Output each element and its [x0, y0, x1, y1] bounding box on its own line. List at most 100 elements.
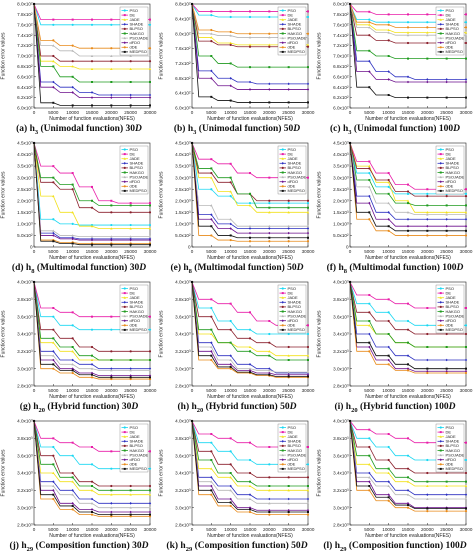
y-tick-label: 7.4x10² [17, 33, 33, 38]
data-point [406, 354, 410, 357]
y-axis-label: Function error values [159, 449, 165, 496]
legend-marker [281, 319, 284, 322]
data-point [306, 332, 310, 336]
legend: PSODEJADESHADEBLPSOHAKGOPSOJADEdFDOdDEME… [277, 6, 307, 56]
data-point [210, 167, 213, 170]
legend-marker [123, 9, 126, 12]
data-point [368, 324, 371, 327]
caption-function: h [187, 124, 194, 134]
legend-marker [281, 453, 284, 457]
data-point [407, 341, 409, 344]
data-point [52, 229, 55, 232]
data-point [368, 10, 371, 13]
data-point [71, 91, 74, 94]
legend-marker [281, 467, 284, 470]
legend-marker [439, 310, 442, 313]
data-point [426, 510, 429, 513]
legend-marker [123, 328, 126, 331]
legend-label: MEDPSO [130, 49, 147, 54]
data-point [110, 67, 113, 70]
data-point [229, 43, 232, 46]
legend-marker [123, 463, 126, 466]
y-tick-label: 3.6x10³ [175, 314, 191, 319]
legend-label: PSOJADE [446, 35, 465, 40]
data-point [71, 369, 74, 372]
data-point [306, 36, 310, 39]
data-point [248, 32, 252, 35]
data-point [426, 192, 429, 195]
y-tick-label: 6.4x10² [175, 91, 191, 96]
data-point [110, 227, 113, 230]
data-point [406, 489, 410, 492]
legend-label: PSO [446, 286, 454, 291]
y-tick-label: 7.2x10² [333, 43, 349, 48]
legend-label: PSOJADE [446, 313, 465, 318]
data-point [426, 33, 429, 37]
data-point [426, 371, 429, 375]
data-point [406, 369, 410, 372]
legend-marker [439, 319, 442, 322]
data-point [110, 467, 113, 470]
y-tick-label: 3.2x10³ [175, 349, 191, 354]
legend-label: dFDO [446, 318, 457, 323]
data-point [368, 26, 371, 29]
data-point [426, 78, 429, 81]
legend: PSODEJADESHADEBLPSOHAKGOPSOJADEdFDOdDEME… [277, 423, 307, 473]
data-point [387, 480, 390, 483]
data-point [90, 358, 94, 361]
legend-marker [439, 50, 442, 53]
data-point [406, 367, 410, 370]
x-tick-label: 30000 [460, 388, 473, 393]
data-point [71, 363, 74, 366]
data-point [307, 206, 309, 209]
data-point [91, 243, 93, 246]
data-point [287, 508, 290, 512]
y-tick-label: 2.5x10³ [17, 187, 33, 192]
data-point [90, 463, 94, 466]
data-point [368, 302, 371, 305]
data-point [387, 345, 390, 349]
data-point [191, 142, 193, 144]
legend-label: BLPSO [288, 443, 301, 448]
legend-label: HAKGO [130, 31, 144, 36]
data-point [90, 367, 94, 370]
data-point [149, 359, 151, 361]
x-tick-label: 15000 [244, 249, 257, 254]
data-point [407, 202, 409, 205]
data-point [210, 467, 213, 470]
data-point [307, 485, 309, 487]
legend-label: dDE [130, 184, 138, 189]
data-point [148, 93, 152, 97]
x-tick-label: 20000 [263, 388, 276, 393]
y-tick-label: 1.0x10³ [17, 221, 33, 226]
data-point [268, 354, 271, 357]
caption-type: (Multimodal function) 100 [347, 263, 457, 273]
data-point [464, 213, 468, 216]
data-point [71, 311, 74, 314]
x-tick-label: 0 [349, 249, 352, 254]
data-point [110, 484, 113, 488]
data-point [387, 39, 390, 42]
data-point [406, 454, 410, 457]
data-point [33, 3, 35, 5]
data-point [148, 54, 152, 57]
caption-letter: (i) [334, 402, 346, 412]
legend-label: dDE [130, 323, 138, 328]
x-tick-label: 0 [33, 388, 36, 393]
y-tick-label: 3.5x10³ [17, 164, 33, 169]
data-point [52, 18, 55, 21]
chart-c: 6.0x10² 6.2x10² 6.4x10² 6.6x10² 6.8x10² 7.0x1… [317, 2, 473, 122]
data-point [110, 506, 113, 509]
data-point [268, 224, 271, 228]
x-tick-label: 30000 [302, 527, 315, 532]
data-point [91, 485, 93, 487]
data-point [268, 369, 271, 372]
data-point [71, 183, 74, 186]
data-point [229, 363, 232, 366]
x-axis-label: Number of function evaluations(NFES) [207, 116, 293, 122]
caption-function: h [33, 402, 39, 412]
y-tick-label: 3.4x10³ [333, 332, 349, 337]
legend-label: DE [446, 12, 452, 17]
data-point [148, 235, 152, 238]
x-tick-label: 30000 [144, 527, 157, 532]
